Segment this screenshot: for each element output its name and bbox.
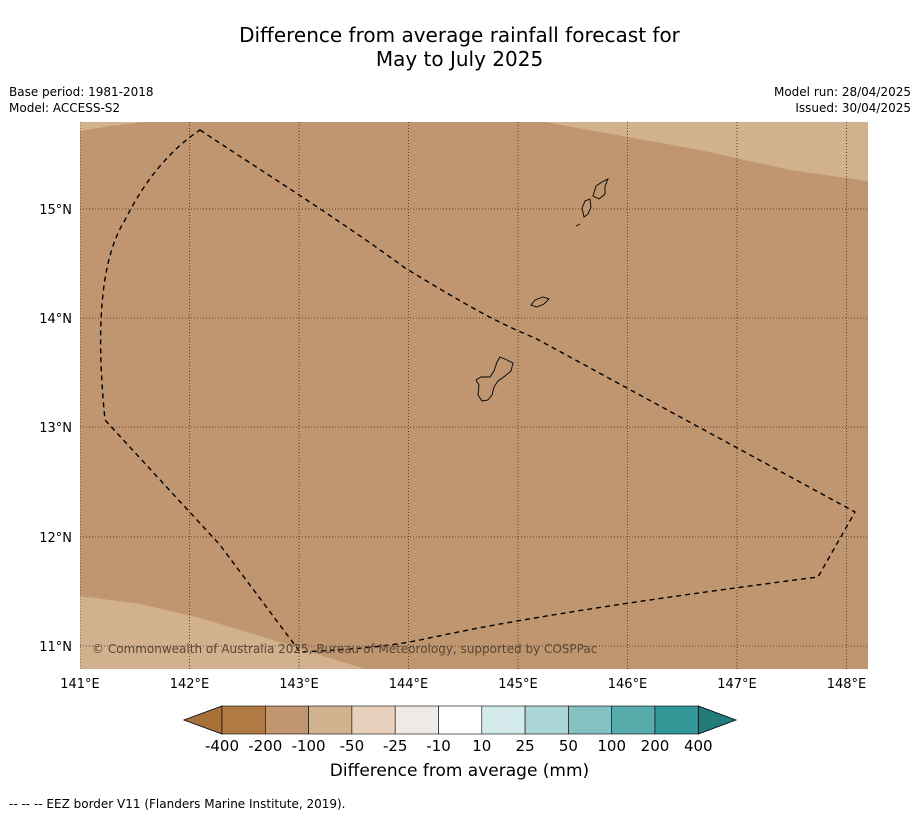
model-text: Model: ACCESS-S2 bbox=[9, 101, 121, 115]
colorbar-segment bbox=[611, 705, 656, 735]
longitude-tick-label: 145°E bbox=[498, 677, 538, 692]
colorbar-tick-label: 50 bbox=[559, 737, 578, 755]
longitude-tick-label: 146°E bbox=[608, 677, 648, 692]
colorbar-segment bbox=[654, 705, 699, 735]
colorbar-tick-label: -50 bbox=[340, 737, 365, 755]
saipan-island bbox=[592, 178, 609, 200]
aguijan-islet bbox=[575, 223, 581, 227]
colorbar-tick-labels: -400 -200 -100 -50 -25 -10 10 25 50 100 200 400 bbox=[205, 737, 713, 755]
colorbar-tick-label: 200 bbox=[641, 737, 670, 755]
colorbar bbox=[182, 705, 738, 735]
longitude-tick-labels: 141°E 142°E 143°E 144°E 145°E 146°E 147°E 148°E bbox=[60, 677, 866, 692]
map-plot-area: © Commonwealth of Australia 2025, Bureau… bbox=[80, 122, 868, 669]
rainfall-map: © Commonwealth of Australia 2025, Bureau… bbox=[39, 122, 868, 755]
colorbar-segment bbox=[394, 705, 439, 735]
graticule bbox=[80, 122, 868, 669]
latitude-tick-label: 13°N bbox=[39, 421, 72, 436]
longitude-tick-label: 143°E bbox=[279, 677, 319, 692]
tinian-island bbox=[581, 198, 592, 218]
light-shade-region-northwest bbox=[80, 122, 145, 131]
latitude-tick-label: 14°N bbox=[39, 312, 72, 327]
longitude-tick-label: 148°E bbox=[827, 677, 867, 692]
colorbar-segment bbox=[351, 705, 396, 735]
colorbar-high-extension bbox=[697, 705, 738, 735]
eez-border bbox=[99, 129, 856, 653]
colorbar-tick-label: 25 bbox=[516, 737, 535, 755]
islands bbox=[475, 178, 609, 402]
model-run-text: Model run: 28/04/2025 bbox=[773, 85, 911, 99]
longitude-tick-label: 142°E bbox=[170, 677, 210, 692]
light-shade-region-southwest bbox=[80, 596, 365, 669]
colorbar-tick-label: 400 bbox=[684, 737, 713, 755]
colorbar-tick-label: 10 bbox=[472, 737, 491, 755]
colorbar-title: Difference from average (mm) bbox=[329, 761, 590, 781]
longitude-tick-label: 147°E bbox=[717, 677, 757, 692]
colorbar-segment bbox=[568, 705, 613, 735]
colorbar-segment bbox=[481, 705, 526, 735]
map-title-line1: Difference from average rainfall forecas… bbox=[239, 23, 680, 47]
colorbar-segment bbox=[524, 705, 569, 735]
rota-island bbox=[530, 296, 550, 308]
longitude-tick-label: 141°E bbox=[60, 677, 100, 692]
colorbar-low-extension bbox=[182, 705, 223, 735]
base-period-text: Base period: 1981-2018 bbox=[9, 85, 154, 99]
colorbar-tick-label: -400 bbox=[205, 737, 239, 755]
latitude-tick-labels: 15°N 14°N 13°N 12°N 11°N bbox=[39, 203, 72, 655]
guam-island bbox=[475, 356, 514, 402]
map-title-line2: May to July 2025 bbox=[375, 47, 544, 71]
colorbar-tick-label: -25 bbox=[383, 737, 408, 755]
latitude-tick-label: 12°N bbox=[39, 531, 72, 546]
colorbar-tick-label: -200 bbox=[248, 737, 282, 755]
map-background-shade bbox=[80, 122, 868, 669]
colorbar-segment bbox=[221, 705, 266, 735]
copyright-text: © Commonwealth of Australia 2025, Bureau… bbox=[92, 642, 597, 656]
footnote-text: -- -- -- EEZ border V11 (Flanders Marine… bbox=[9, 797, 346, 811]
colorbar-tick-label: -10 bbox=[426, 737, 451, 755]
colorbar-tick-label: 100 bbox=[597, 737, 626, 755]
colorbar-segment bbox=[308, 705, 353, 735]
colorbar-segment bbox=[438, 705, 483, 735]
latitude-tick-label: 11°N bbox=[39, 640, 72, 655]
longitude-tick-label: 144°E bbox=[389, 677, 429, 692]
colorbar-tick-label: -100 bbox=[292, 737, 326, 755]
colorbar-segment bbox=[264, 705, 309, 735]
light-shade-region-northeast bbox=[545, 122, 868, 181]
issued-text: Issued: 30/04/2025 bbox=[795, 101, 911, 115]
latitude-tick-label: 15°N bbox=[39, 203, 72, 218]
